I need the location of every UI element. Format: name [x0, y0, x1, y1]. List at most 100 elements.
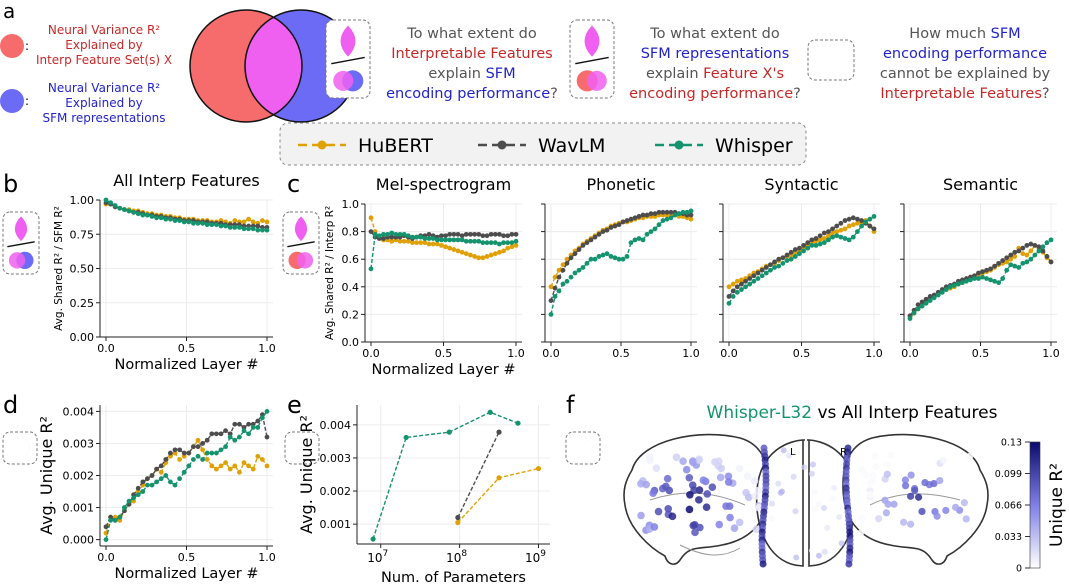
data-point-wavlm: [381, 236, 386, 241]
electrode: [900, 518, 908, 526]
data-point-whisper: [640, 237, 646, 243]
electrode: [887, 451, 895, 459]
panel-letter-e: e: [287, 391, 302, 419]
data-point-whisper: [826, 237, 831, 243]
data-point-whisper: [186, 219, 192, 225]
y-tick-label: 0.004: [320, 419, 352, 432]
data-point-whisper: [255, 425, 261, 430]
legend-blue-line2: Explained by: [65, 96, 142, 110]
data-point-wavlm: [255, 223, 261, 229]
data-point-whisper: [580, 265, 586, 270]
data-point-wavlm: [237, 421, 242, 427]
data-point-whisper: [434, 237, 440, 243]
data-point-whisper: [915, 306, 921, 312]
data-point-hubert: [834, 229, 840, 235]
data-point-whisper: [447, 237, 453, 243]
data-point-whisper: [468, 238, 473, 244]
data-point-whisper: [628, 240, 634, 246]
electrode: [869, 471, 877, 479]
data-point-wavlm: [730, 288, 736, 294]
y-tick-label: 0.8: [342, 226, 360, 239]
data-point-wavlm: [455, 231, 461, 237]
data-point-wavlm: [859, 218, 864, 223]
data-point-wavlm: [927, 294, 933, 299]
legend-red-line3: Interp Feature Set(s) X: [36, 53, 172, 67]
data-point-wavlm: [576, 247, 582, 252]
data-point-whisper: [401, 231, 407, 237]
data-point-whisper: [927, 298, 933, 303]
data-point-whisper: [821, 240, 827, 246]
electrode: [790, 473, 797, 480]
q1-line: explain SFM: [428, 66, 515, 82]
data-point-whisper: [488, 240, 494, 246]
data-point-hubert: [177, 457, 183, 462]
panel-letter-a: a: [3, 0, 15, 23]
data-point-wavlm: [855, 216, 860, 222]
data-point-wavlm: [616, 222, 622, 228]
crescent-icon: [807, 39, 855, 81]
data-point-whisper: [168, 216, 173, 222]
data-point-wavlm: [556, 274, 562, 280]
data-point-whisper: [1048, 237, 1054, 243]
question-1: To what extent do Interpretable Features e…: [386, 26, 558, 102]
electrode: [679, 457, 687, 465]
data-point-wavlm: [191, 444, 196, 450]
data-point-whisper: [855, 229, 860, 235]
q2-line: To what extent do: [649, 26, 780, 42]
y-tick-label: 0.003: [320, 452, 352, 465]
blue-dot-icon: [0, 89, 24, 113]
data-point-whisper: [632, 237, 638, 243]
electrode: [685, 473, 694, 482]
electrode: [858, 514, 866, 522]
question-segment: ?: [793, 86, 801, 102]
data-point-hubert: [496, 475, 502, 481]
data-point-whisper: [911, 310, 917, 316]
data-point-whisper: [246, 431, 252, 437]
panel-f-title-rest: vs All Interp Features: [812, 403, 998, 423]
series-line-whisper: [372, 411, 519, 540]
data-point-whisper: [809, 243, 815, 248]
data-point-wavlm: [592, 234, 598, 240]
data-point-whisper: [232, 225, 238, 230]
data-point-wavlm: [784, 252, 790, 258]
q2-line: SFM representations: [641, 46, 790, 62]
data-point-wavlm: [980, 269, 985, 275]
electrode: [829, 495, 836, 502]
data-point-whisper: [403, 434, 409, 441]
data-point-wavlm: [1024, 243, 1030, 248]
data-point-whisper: [560, 281, 566, 287]
data-point-whisper: [186, 463, 192, 469]
data-point-wavlm: [505, 233, 511, 239]
data-point-whisper: [620, 256, 626, 262]
electrode: [750, 477, 759, 485]
data-point-whisper: [1016, 265, 1022, 270]
data-point-whisper: [117, 205, 123, 211]
x-tick-label: 0.0: [97, 342, 115, 355]
question-segment: cannot be explained by: [880, 66, 1051, 82]
data-point-hubert: [1024, 252, 1030, 258]
data-point-hubert: [730, 281, 736, 287]
data-point-whisper: [223, 223, 229, 229]
x-tick-label: 109: [525, 549, 546, 565]
x-tick-label: 1.0: [258, 342, 276, 355]
icon-frame: [284, 431, 320, 465]
data-point-whisper: [368, 266, 374, 272]
data-point-whisper: [480, 240, 486, 246]
data-point-wavlm: [468, 231, 473, 237]
data-point-whisper: [195, 220, 201, 226]
data-point-whisper: [776, 263, 782, 269]
data-point-wavlm: [513, 231, 519, 237]
data-point-whisper: [751, 278, 757, 284]
chart-d: 0.000 0.001 0.002 0.003 0.004 0.0 0.5 1.0Normal…: [37, 405, 276, 582]
legend-marker-wavlm: [497, 140, 507, 150]
electrode: [831, 484, 838, 491]
electrode: [875, 515, 883, 523]
data-point-wavlm: [780, 255, 786, 261]
data-point-whisper: [209, 450, 215, 456]
data-point-wavlm: [600, 229, 606, 235]
data-point-hubert: [513, 243, 519, 248]
electrode: [685, 505, 694, 514]
electrode: [654, 507, 663, 516]
data-point-hubert: [401, 238, 407, 244]
